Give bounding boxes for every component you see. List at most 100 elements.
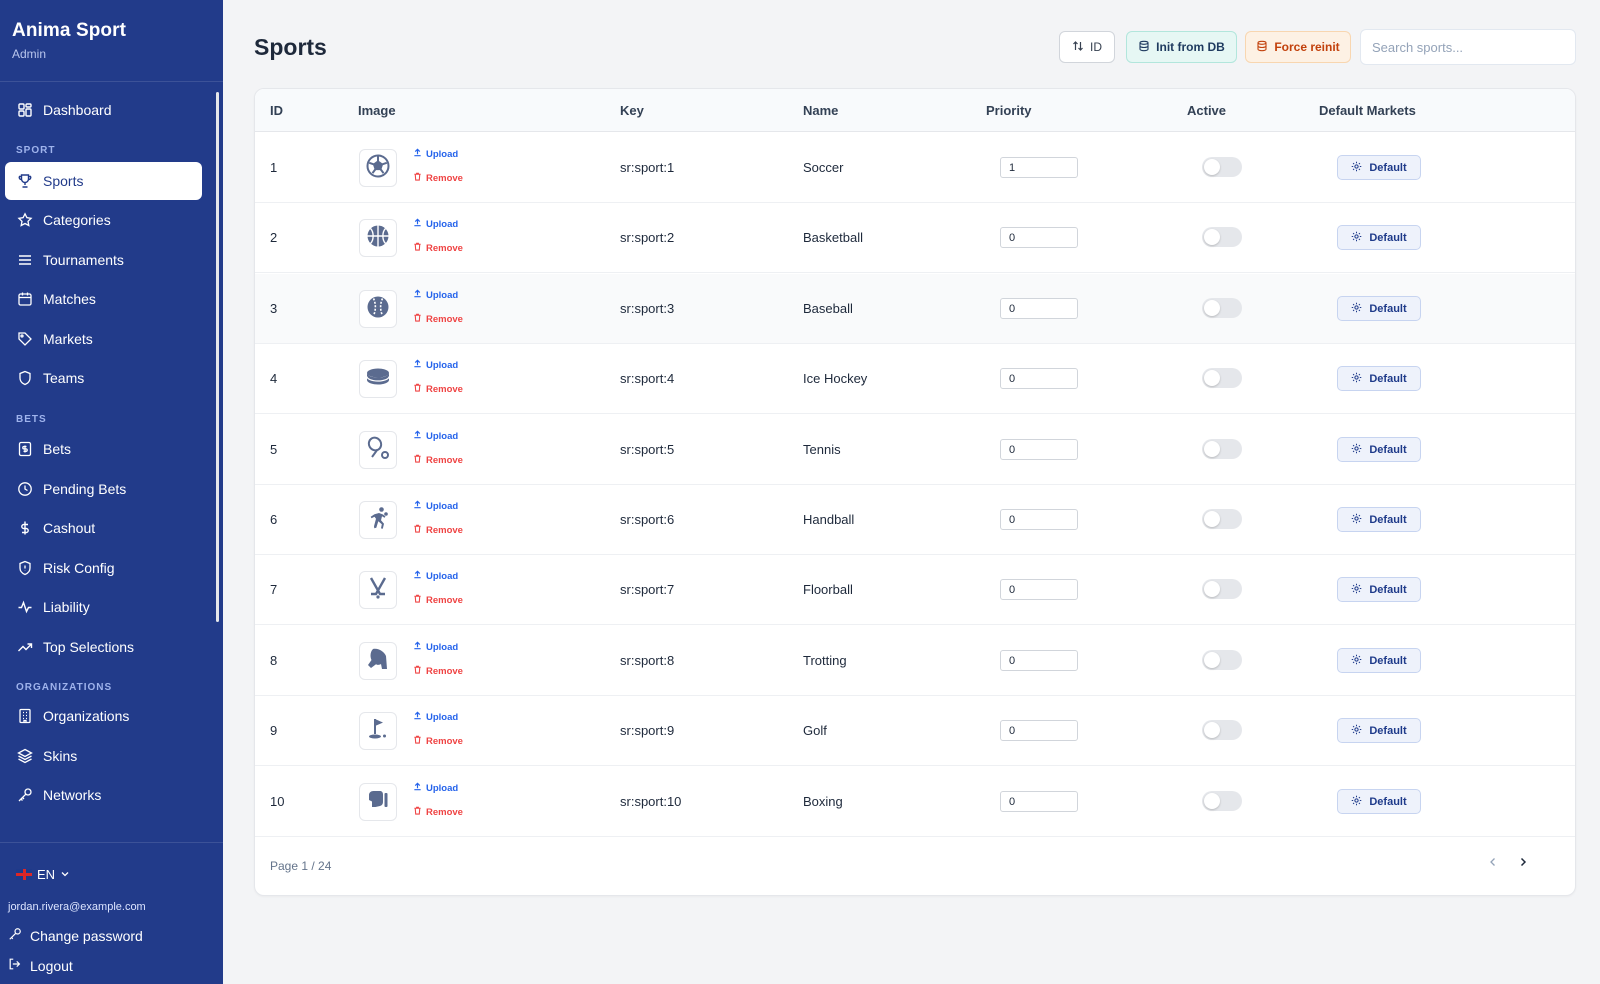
trash-icon [413,594,422,606]
remove-button[interactable]: Remove [413,454,463,466]
trash-icon [413,172,422,184]
upload-button[interactable]: Upload [413,500,458,512]
upload-button[interactable]: Upload [413,641,458,653]
language-selector[interactable]: EN [16,867,70,882]
clock-icon [17,481,33,497]
default-markets-button[interactable]: Default [1337,577,1421,602]
upload-button[interactable]: Upload [413,782,458,794]
sidebar-item-label: Categories [43,212,111,228]
column-header-id[interactable]: ID [270,103,283,118]
sport-image [359,501,397,539]
init-from-db-button[interactable]: Init from DB [1126,31,1237,63]
trophy-icon [17,173,33,189]
sidebar-item-label: Dashboard [43,102,112,118]
active-toggle[interactable] [1202,579,1242,599]
remove-label: Remove [426,665,463,677]
priority-input[interactable] [1000,509,1078,530]
change-password-link[interactable]: Change password [8,927,143,944]
previous-page-button[interactable] [1482,853,1504,875]
column-header-name[interactable]: Name [803,103,839,118]
uk-flag-icon [16,869,32,880]
sidebar-item-tournaments[interactable]: Tournaments [5,241,202,279]
remove-button[interactable]: Remove [413,735,463,747]
default-markets-button[interactable]: Default [1337,437,1421,462]
active-toggle[interactable] [1202,720,1242,740]
upload-button[interactable]: Upload [413,148,458,160]
sidebar-scrollbar[interactable] [216,92,219,622]
remove-button[interactable]: Remove [413,242,463,254]
sidebar-item-categories[interactable]: Categories [5,201,202,239]
default-markets-button[interactable]: Default [1337,296,1421,321]
remove-button[interactable]: Remove [413,806,463,818]
priority-input[interactable] [1000,368,1078,389]
remove-button[interactable]: Remove [413,383,463,395]
upload-button[interactable]: Upload [413,218,458,230]
priority-input[interactable] [1000,650,1078,671]
priority-input[interactable] [1000,791,1078,812]
default-markets-button[interactable]: Default [1337,155,1421,180]
upload-button[interactable]: Upload [413,570,458,582]
remove-button[interactable]: Remove [413,594,463,606]
priority-input[interactable] [1000,579,1078,600]
table-row: 6 Upload Remove sr:sport:6 Handball Defa… [255,485,1575,555]
upload-button[interactable]: Upload [413,289,458,301]
sidebar-item-pending-bets[interactable]: Pending Bets [5,470,202,508]
logout-link[interactable]: Logout [8,957,73,974]
active-toggle[interactable] [1202,509,1242,529]
sidebar-item-networks[interactable]: Networks [5,776,202,814]
remove-button[interactable]: Remove [413,665,463,677]
next-page-button[interactable] [1512,853,1534,875]
logout-label: Logout [30,957,73,974]
default-markets-button[interactable]: Default [1337,648,1421,673]
priority-input[interactable] [1000,439,1078,460]
remove-button[interactable]: Remove [413,313,463,325]
active-toggle[interactable] [1202,157,1242,177]
force-reinit-button[interactable]: Force reinit [1245,31,1351,63]
sort-by-id-button[interactable]: ID [1059,31,1115,63]
sidebar-item-sports[interactable]: Sports [5,162,202,200]
sidebar-item-skins[interactable]: Skins [5,737,202,775]
sidebar-item-top-selections[interactable]: Top Selections [5,628,202,666]
default-markets-button[interactable]: Default [1337,507,1421,532]
default-markets-button[interactable]: Default [1337,718,1421,743]
sidebar-nav: Dashboard SPORT Sports Categories Tourna… [0,84,223,842]
priority-input[interactable] [1000,720,1078,741]
table-row: 5 Upload Remove sr:sport:5 Tennis Defaul… [255,415,1575,485]
sidebar-item-organizations[interactable]: Organizations [5,697,202,735]
search-input[interactable] [1360,29,1576,65]
sort-label: ID [1090,40,1102,54]
remove-button[interactable]: Remove [413,172,463,184]
sidebar-item-risk-config[interactable]: Risk Config [5,549,202,587]
active-toggle[interactable] [1202,368,1242,388]
column-header-priority[interactable]: Priority [986,103,1032,118]
priority-input[interactable] [1000,227,1078,248]
sidebar-item-markets[interactable]: Markets [5,320,202,358]
priority-input[interactable] [1000,157,1078,178]
sidebar-item-dashboard[interactable]: Dashboard [5,91,202,129]
column-header-key[interactable]: Key [620,103,644,118]
sidebar-item-bets[interactable]: Bets [5,430,202,468]
upload-label: Upload [426,500,459,512]
sidebar-item-teams[interactable]: Teams [5,359,202,397]
sidebar-item-label: Cashout [43,520,96,536]
default-label: Default [1369,795,1407,808]
default-markets-button[interactable]: Default [1337,366,1421,391]
active-toggle[interactable] [1202,650,1242,670]
sidebar-item-liability[interactable]: Liability [5,588,202,626]
upload-button[interactable]: Upload [413,711,458,723]
remove-button[interactable]: Remove [413,524,463,536]
active-toggle[interactable] [1202,791,1242,811]
default-markets-button[interactable]: Default [1337,225,1421,250]
table-row: 8 Upload Remove sr:sport:8 Trotting Defa… [255,626,1575,696]
priority-input[interactable] [1000,298,1078,319]
upload-button[interactable]: Upload [413,359,458,371]
sidebar-item-matches[interactable]: Matches [5,280,202,318]
sidebar-item-cashout[interactable]: Cashout [5,509,202,547]
sidebar-item-label: Skins [43,748,78,764]
default-markets-button[interactable]: Default [1337,789,1421,814]
upload-button[interactable]: Upload [413,430,458,442]
active-toggle[interactable] [1202,298,1242,318]
gear-icon [1351,161,1362,175]
active-toggle[interactable] [1202,439,1242,459]
active-toggle[interactable] [1202,227,1242,247]
